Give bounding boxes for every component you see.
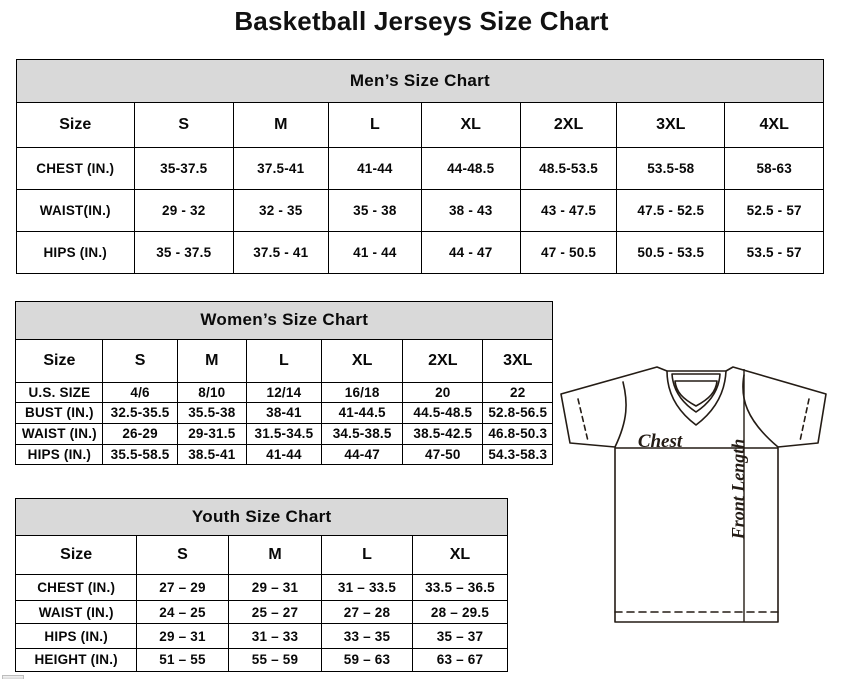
svg-text:Front Length: Front Length [728, 439, 748, 541]
svg-text:Chest: Chest [638, 431, 683, 452]
